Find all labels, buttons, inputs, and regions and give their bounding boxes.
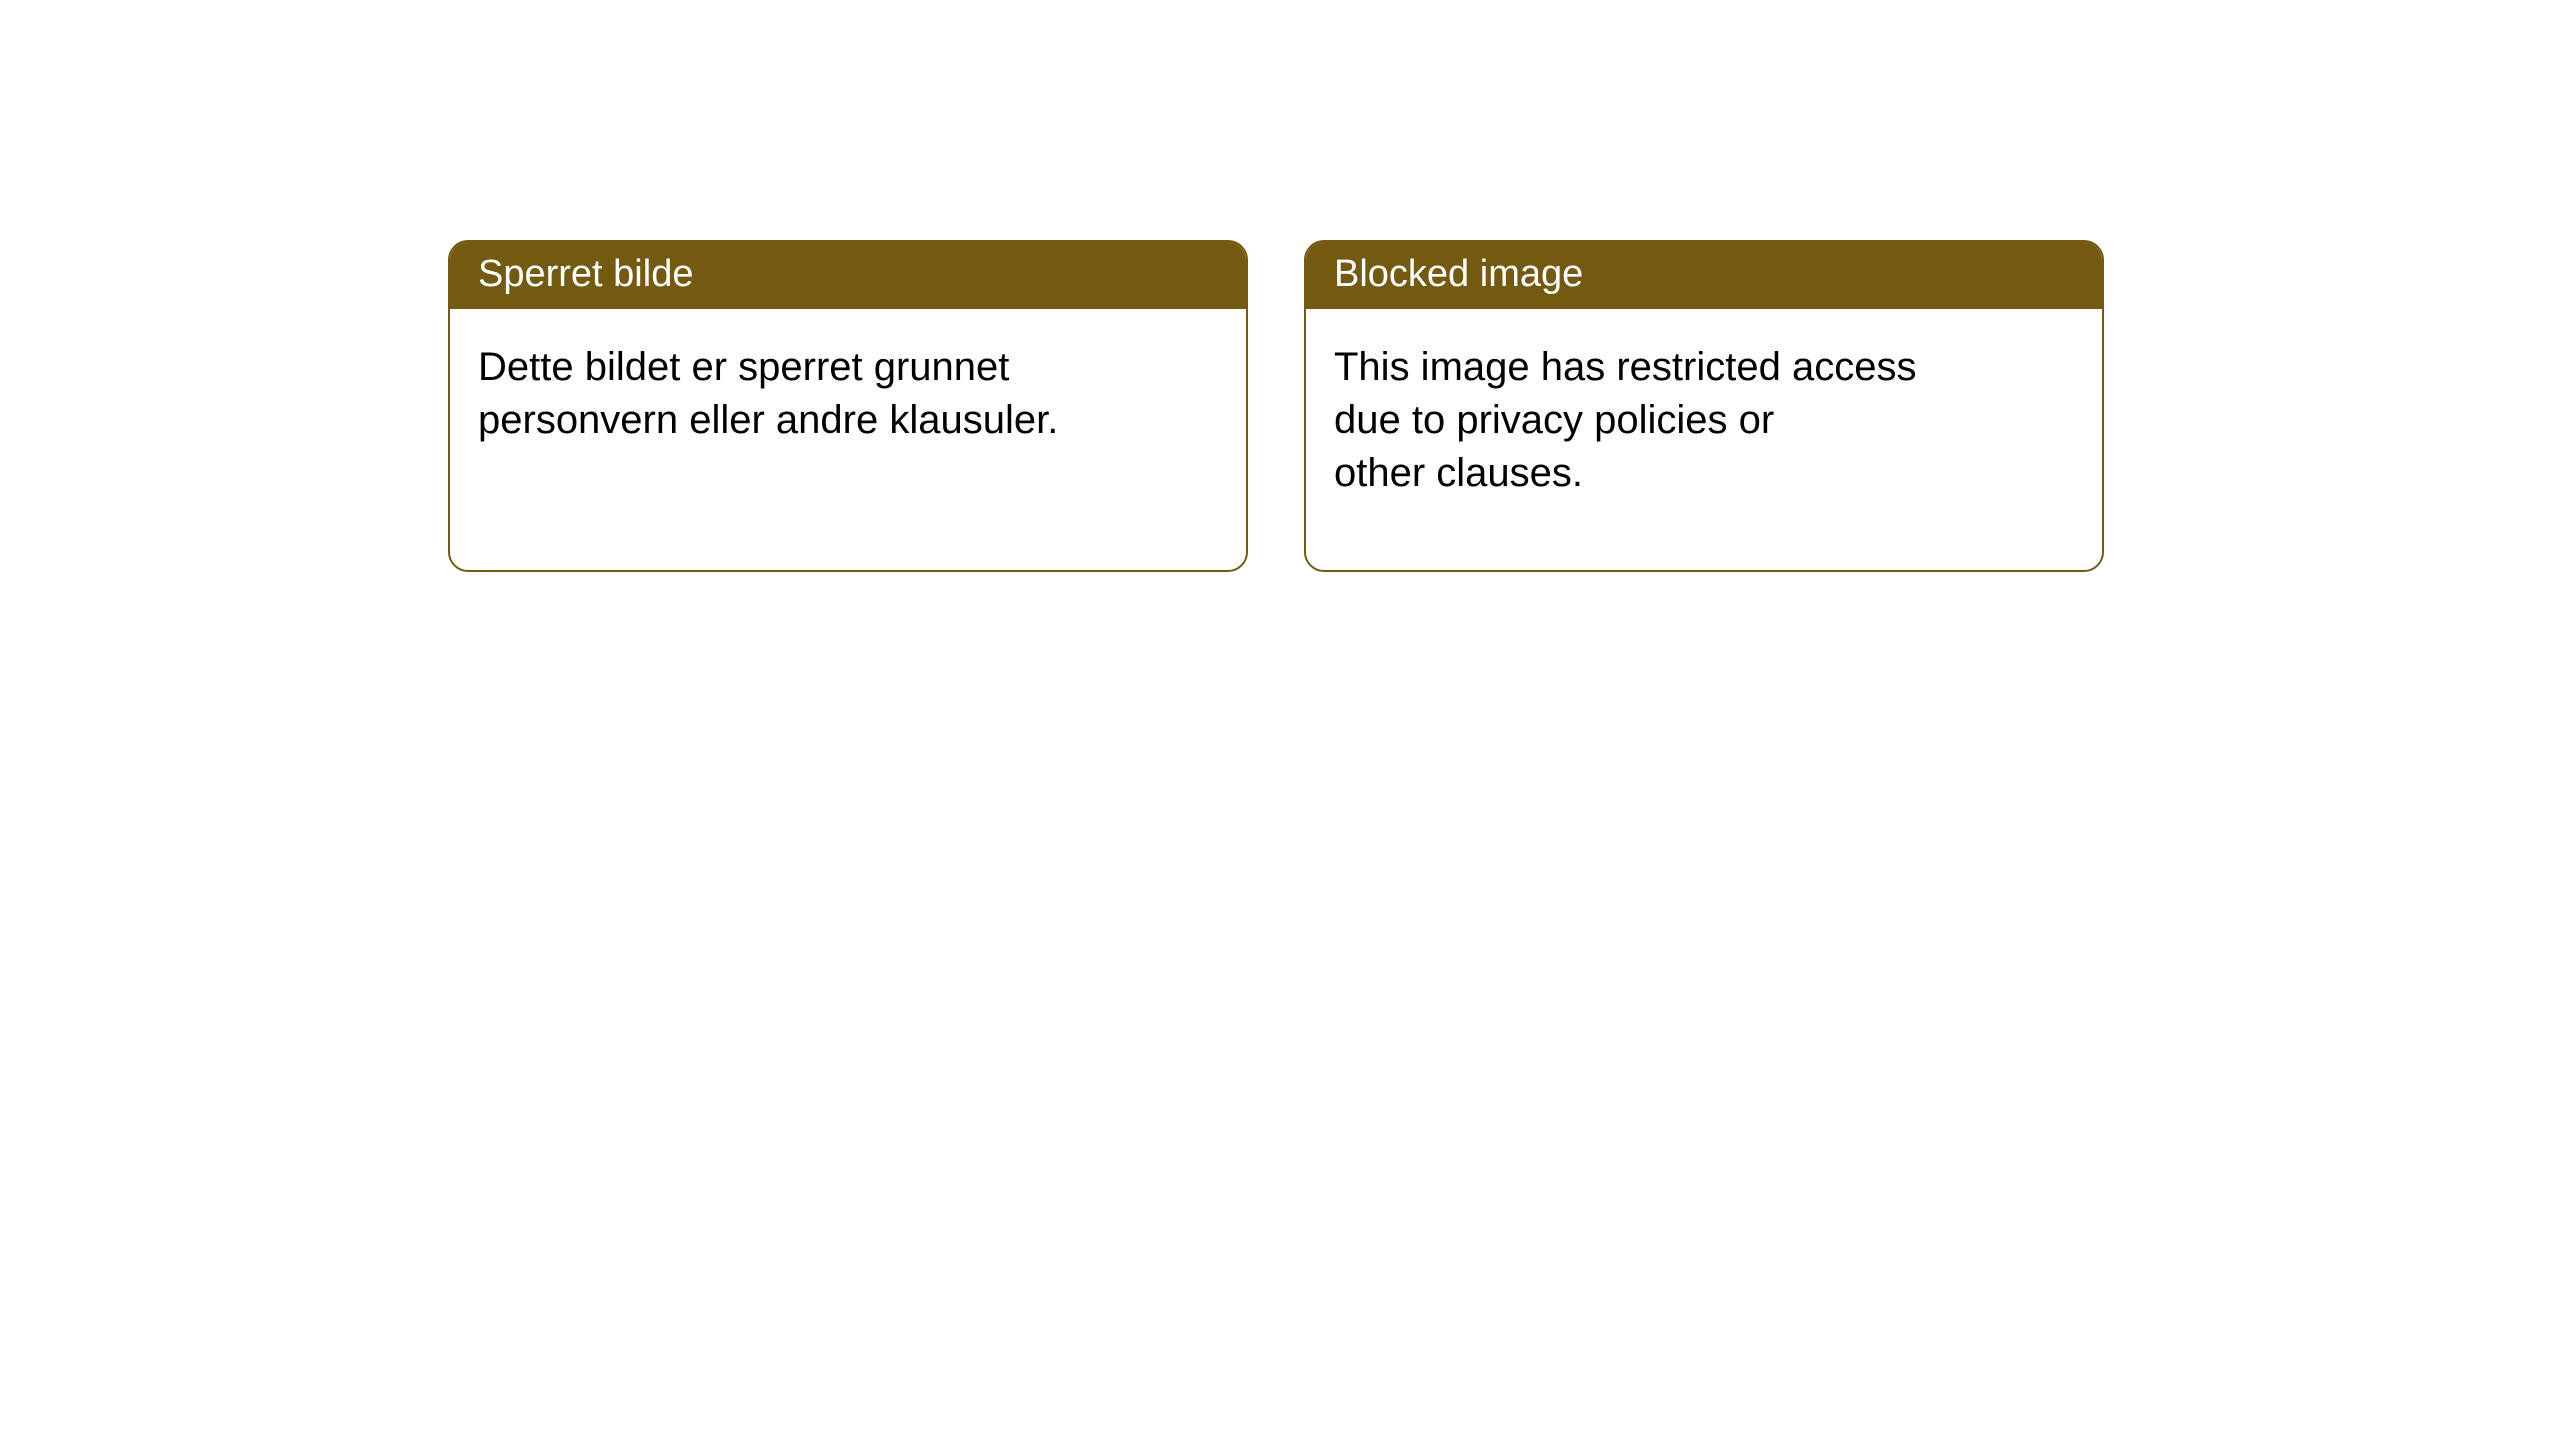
notice-card-title: Sperret bilde — [450, 242, 1246, 309]
notice-card-en: Blocked image This image has restricted … — [1304, 240, 2104, 572]
notice-card-body: Dette bildet er sperret grunnet personve… — [450, 309, 1246, 475]
notice-card-title: Blocked image — [1306, 242, 2102, 309]
notice-card-no: Sperret bilde Dette bildet er sperret gr… — [448, 240, 1248, 572]
notice-container: Sperret bilde Dette bildet er sperret gr… — [0, 0, 2560, 572]
notice-card-body: This image has restricted access due to … — [1306, 309, 2102, 527]
